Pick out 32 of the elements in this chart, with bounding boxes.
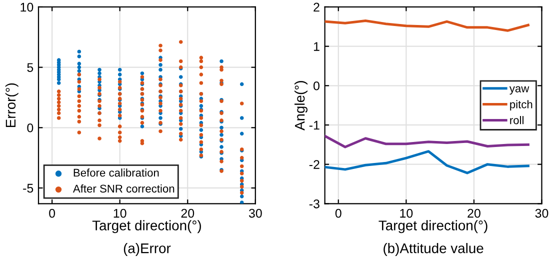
x-axis-title: Target direction(°) — [378, 220, 488, 234]
legend-label: After SNR correction — [72, 184, 174, 193]
line-series — [324, 134, 530, 148]
line-series — [324, 150, 530, 174]
x-tick-label: 0 — [49, 208, 56, 218]
y-tick-label: -2 — [309, 160, 320, 169]
x-tick-label: 30 — [248, 208, 262, 218]
y-tick-label: -3 — [309, 199, 320, 208]
legend-label: Before calibration — [74, 168, 159, 177]
x-tick-label: 10 — [400, 208, 413, 218]
x-tick-label: 0 — [335, 208, 342, 218]
x-tick-label: 20 — [181, 208, 194, 218]
text: (a)Error — [124, 243, 171, 256]
legend-label: yaw — [509, 86, 530, 95]
y-tick-label: 2 — [314, 2, 320, 12]
y-tick-label: -5 — [23, 184, 34, 193]
y-axis-title: Error(°) — [5, 83, 18, 128]
line-series — [324, 19, 530, 32]
legend-label: pitch — [510, 100, 532, 110]
y-tick-label: 10 — [20, 2, 34, 12]
x-tick-label: 10 — [114, 208, 126, 218]
y-tick-label: 0 — [27, 123, 34, 132]
y-tick-label: 5 — [27, 63, 34, 72]
x-axis-title: Target direction(°) — [92, 220, 201, 234]
y-tick-label: -1 — [309, 120, 320, 130]
x-tick-label: 20 — [468, 208, 480, 218]
text: (b)Attitude value — [384, 243, 484, 256]
y-tick-label: 0 — [314, 81, 320, 90]
y-axis-title: Angle(°) — [294, 81, 308, 130]
legend-label: roll — [510, 116, 524, 124]
x-tick-label: 30 — [535, 208, 548, 218]
y-tick-label: 1 — [314, 42, 320, 51]
